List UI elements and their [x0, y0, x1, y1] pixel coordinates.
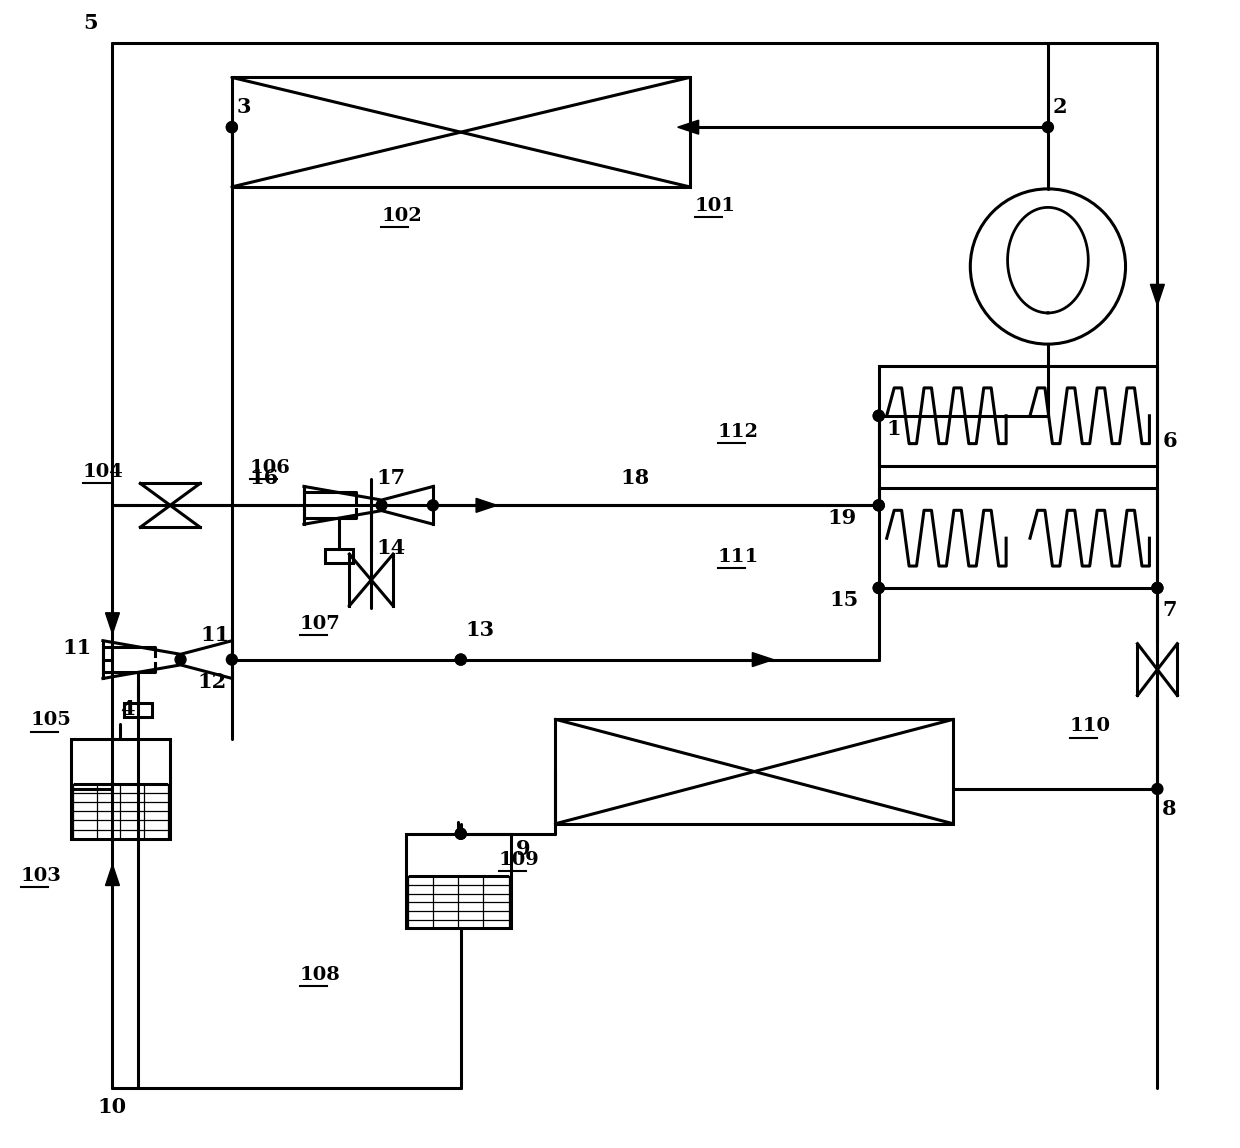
Text: 7: 7 [1162, 600, 1177, 620]
Text: 12: 12 [197, 672, 227, 691]
Text: 112: 112 [718, 422, 759, 441]
Circle shape [376, 499, 387, 511]
Text: 17: 17 [376, 468, 405, 488]
Text: 106: 106 [249, 458, 290, 476]
Circle shape [1152, 582, 1163, 594]
Text: 8: 8 [1162, 799, 1177, 819]
Circle shape [428, 499, 439, 511]
Circle shape [873, 499, 884, 511]
Text: 103: 103 [21, 867, 62, 885]
Circle shape [873, 582, 884, 594]
Circle shape [455, 828, 466, 839]
Text: 102: 102 [381, 207, 422, 225]
Circle shape [227, 122, 237, 133]
Text: 6: 6 [1162, 430, 1177, 451]
Bar [325, 549, 353, 563]
Circle shape [175, 654, 186, 665]
Text: 104: 104 [83, 463, 123, 481]
Text: 111: 111 [718, 548, 759, 566]
Polygon shape [476, 498, 497, 512]
Circle shape [227, 122, 237, 133]
Text: 4: 4 [120, 699, 135, 720]
Circle shape [455, 654, 466, 665]
Text: 110: 110 [1070, 718, 1111, 736]
Text: 108: 108 [300, 967, 340, 984]
Circle shape [1043, 122, 1054, 133]
Circle shape [873, 582, 884, 594]
Polygon shape [678, 121, 698, 134]
Text: 15: 15 [830, 590, 859, 610]
Text: 11: 11 [63, 637, 92, 658]
Bar [879, 366, 1157, 466]
Circle shape [873, 410, 884, 421]
Polygon shape [105, 864, 119, 885]
Text: 1: 1 [887, 419, 901, 439]
Circle shape [1152, 582, 1163, 594]
Circle shape [873, 410, 884, 421]
Bar [71, 739, 170, 839]
Text: 107: 107 [300, 615, 340, 633]
Polygon shape [1151, 285, 1164, 305]
Text: 11': 11' [200, 625, 236, 645]
Circle shape [455, 828, 466, 839]
Bar [405, 833, 511, 929]
Text: 5: 5 [83, 13, 98, 32]
Text: 19: 19 [827, 509, 857, 528]
Text: 14: 14 [376, 538, 405, 558]
Text: 13: 13 [466, 620, 495, 639]
Text: 18: 18 [620, 468, 649, 488]
Bar [124, 703, 151, 718]
Text: 101: 101 [694, 196, 735, 215]
Bar [556, 720, 954, 824]
Text: 10: 10 [98, 1097, 126, 1117]
Polygon shape [753, 652, 774, 667]
Polygon shape [105, 613, 119, 634]
Circle shape [455, 654, 466, 665]
Text: 16: 16 [249, 468, 279, 488]
Text: 109: 109 [498, 851, 539, 869]
Text: 2: 2 [1053, 98, 1068, 117]
Circle shape [227, 654, 237, 665]
Bar [232, 77, 689, 187]
Circle shape [1152, 783, 1163, 794]
Bar [879, 488, 1157, 588]
Text: 3: 3 [237, 98, 252, 117]
Text: 105: 105 [31, 712, 72, 729]
Circle shape [873, 499, 884, 511]
Text: 9: 9 [516, 839, 531, 859]
